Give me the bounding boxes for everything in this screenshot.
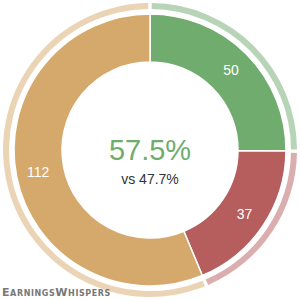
chart: 50 37 112 57.5% vs 47.7% EarningsWhispers: [0, 0, 300, 300]
chart-container: 50 37 112 57.5% vs 47.7% EarningsWhispers: [0, 0, 300, 300]
source-label: EarningsWhispers: [2, 286, 111, 299]
data-label: 50: [223, 62, 239, 78]
center-sublabel: vs 47.7%: [121, 171, 179, 187]
ring-arc: [3, 3, 205, 297]
ring-arc: [206, 153, 297, 285]
data-labels: 50 37 112: [27, 62, 253, 222]
data-label: 112: [27, 164, 50, 180]
slice: [184, 151, 286, 276]
data-label: 37: [237, 206, 253, 222]
ring-arc: [152, 3, 297, 149]
outer-ring: [3, 3, 297, 297]
slices: [14, 14, 286, 286]
slice: [150, 14, 286, 151]
center-label: 57.5%: [109, 134, 191, 166]
